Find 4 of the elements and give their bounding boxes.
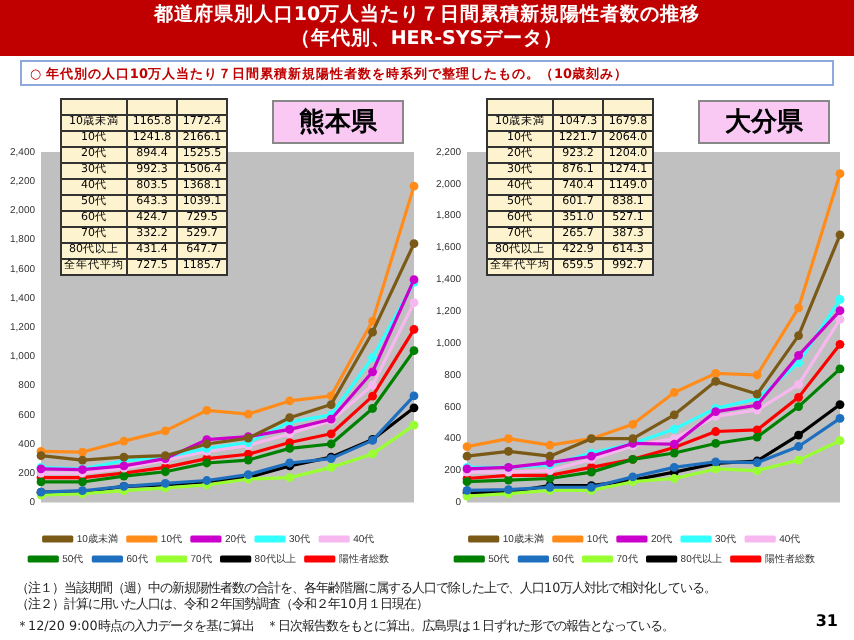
chart-title: 大分県 bbox=[698, 100, 830, 144]
chart-title: 熊本県 bbox=[272, 100, 404, 144]
text: 31 bbox=[815, 612, 838, 630]
text: 都道府県別人口10万人当たり７日間累積新規陽性者数の推移（年代別、HER-SYSデータ） bbox=[0, 0, 854, 56]
